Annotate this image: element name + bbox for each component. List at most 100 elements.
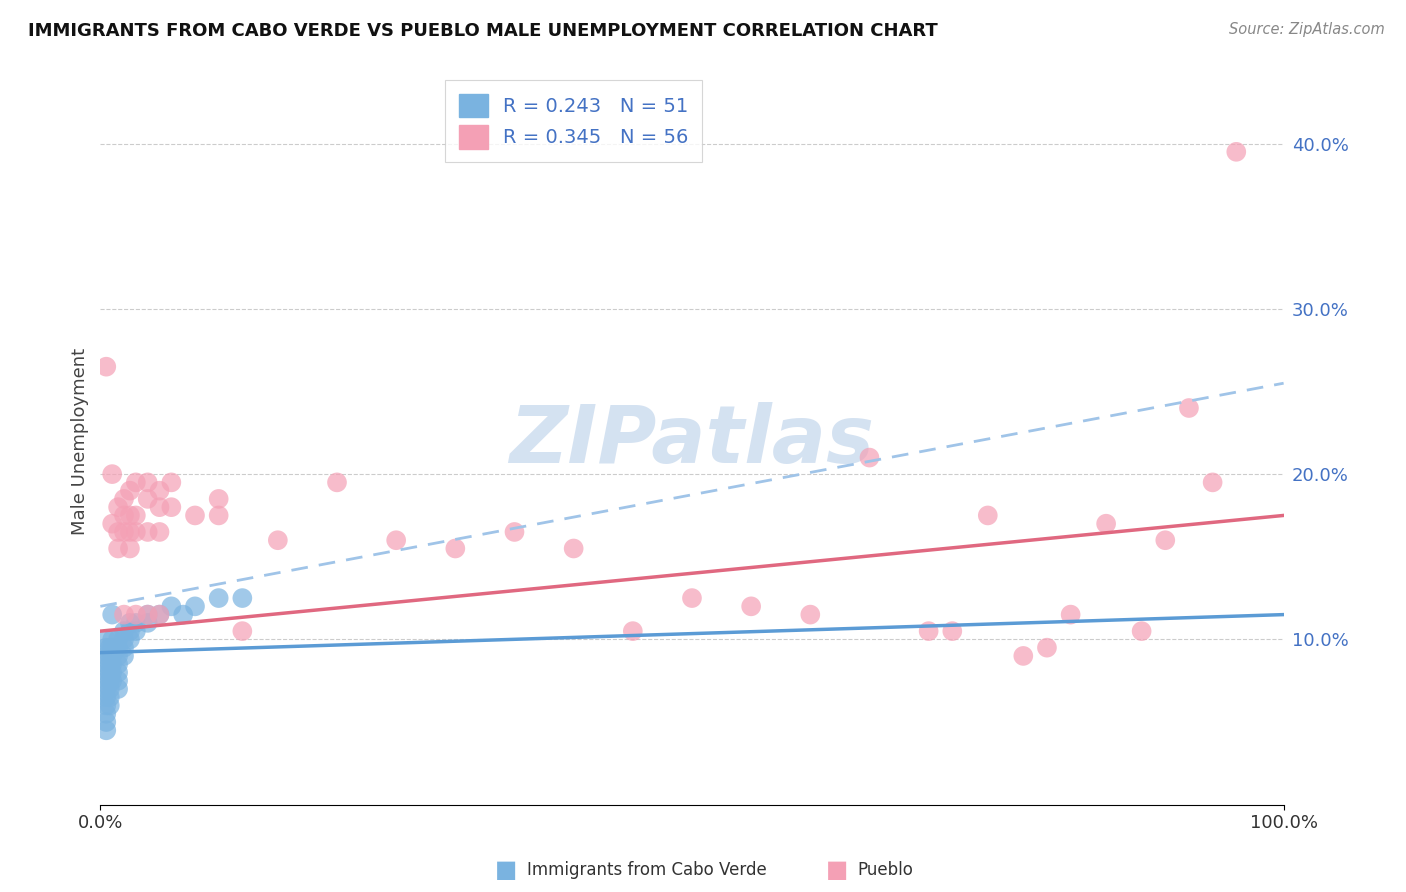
Point bbox=[799, 607, 821, 622]
Point bbox=[562, 541, 585, 556]
Point bbox=[941, 624, 963, 639]
Point bbox=[136, 475, 159, 490]
Point bbox=[160, 475, 183, 490]
Point bbox=[208, 491, 231, 506]
Point bbox=[125, 508, 148, 523]
Point bbox=[96, 640, 118, 655]
Text: ■: ■ bbox=[825, 858, 848, 881]
Point bbox=[96, 657, 118, 672]
Point bbox=[977, 508, 1000, 523]
Point bbox=[101, 657, 124, 672]
Point bbox=[107, 673, 129, 688]
Point bbox=[858, 450, 880, 465]
Point bbox=[1130, 624, 1153, 639]
Point bbox=[98, 698, 121, 713]
Point bbox=[98, 673, 121, 688]
Point bbox=[98, 690, 121, 705]
Point bbox=[267, 533, 290, 548]
Point bbox=[621, 624, 644, 639]
Point bbox=[148, 483, 170, 498]
Point bbox=[1178, 401, 1201, 415]
Point bbox=[136, 607, 159, 622]
Point bbox=[101, 665, 124, 680]
Point bbox=[208, 508, 231, 523]
Point bbox=[96, 690, 118, 705]
Point bbox=[107, 640, 129, 655]
Legend: R = 0.243   N = 51, R = 0.345   N = 56: R = 0.243 N = 51, R = 0.345 N = 56 bbox=[444, 80, 703, 162]
Point bbox=[136, 491, 159, 506]
Point bbox=[1225, 145, 1247, 159]
Text: Pueblo: Pueblo bbox=[858, 861, 914, 879]
Point bbox=[184, 599, 207, 614]
Point bbox=[917, 624, 939, 639]
Point bbox=[96, 673, 118, 688]
Point bbox=[1012, 648, 1035, 663]
Point bbox=[112, 624, 135, 639]
Point bbox=[101, 516, 124, 531]
Point bbox=[107, 657, 129, 672]
Point bbox=[125, 624, 148, 639]
Text: ■: ■ bbox=[495, 858, 517, 881]
Point bbox=[101, 467, 124, 482]
Point bbox=[96, 723, 118, 738]
Point bbox=[96, 359, 118, 374]
Y-axis label: Male Unemployment: Male Unemployment bbox=[72, 348, 89, 534]
Point bbox=[125, 524, 148, 539]
Point bbox=[107, 500, 129, 515]
Point bbox=[231, 591, 253, 605]
Point bbox=[444, 541, 467, 556]
Point bbox=[107, 648, 129, 663]
Text: Source: ZipAtlas.com: Source: ZipAtlas.com bbox=[1229, 22, 1385, 37]
Text: Immigrants from Cabo Verde: Immigrants from Cabo Verde bbox=[527, 861, 768, 879]
Point bbox=[136, 524, 159, 539]
Point bbox=[107, 681, 129, 696]
Point bbox=[385, 533, 408, 548]
Point bbox=[148, 607, 170, 622]
Point bbox=[118, 508, 141, 523]
Point bbox=[96, 665, 118, 680]
Point bbox=[1154, 533, 1177, 548]
Point bbox=[112, 491, 135, 506]
Point bbox=[503, 524, 526, 539]
Point bbox=[101, 648, 124, 663]
Point bbox=[148, 524, 170, 539]
Point bbox=[112, 524, 135, 539]
Point bbox=[231, 624, 253, 639]
Point bbox=[96, 681, 118, 696]
Point bbox=[96, 632, 118, 647]
Point bbox=[136, 607, 159, 622]
Point bbox=[740, 599, 762, 614]
Point bbox=[101, 607, 124, 622]
Point bbox=[112, 607, 135, 622]
Point bbox=[98, 665, 121, 680]
Point bbox=[125, 607, 148, 622]
Point bbox=[148, 500, 170, 515]
Text: IMMIGRANTS FROM CABO VERDE VS PUEBLO MALE UNEMPLOYMENT CORRELATION CHART: IMMIGRANTS FROM CABO VERDE VS PUEBLO MAL… bbox=[28, 22, 938, 40]
Text: ZIPatlas: ZIPatlas bbox=[509, 402, 875, 480]
Point bbox=[681, 591, 703, 605]
Point bbox=[101, 640, 124, 655]
Point bbox=[326, 475, 349, 490]
Point bbox=[125, 615, 148, 630]
Point bbox=[148, 607, 170, 622]
Point bbox=[112, 640, 135, 655]
Point bbox=[107, 665, 129, 680]
Point bbox=[1036, 640, 1059, 655]
Point bbox=[118, 483, 141, 498]
Point bbox=[107, 632, 129, 647]
Point bbox=[96, 706, 118, 721]
Point bbox=[107, 541, 129, 556]
Point bbox=[118, 524, 141, 539]
Point bbox=[98, 648, 121, 663]
Point bbox=[96, 648, 118, 663]
Point bbox=[1201, 475, 1223, 490]
Point bbox=[172, 607, 194, 622]
Point bbox=[98, 657, 121, 672]
Point bbox=[125, 475, 148, 490]
Point bbox=[112, 632, 135, 647]
Point bbox=[98, 681, 121, 696]
Point bbox=[160, 500, 183, 515]
Point bbox=[160, 599, 183, 614]
Point bbox=[96, 714, 118, 729]
Point bbox=[112, 648, 135, 663]
